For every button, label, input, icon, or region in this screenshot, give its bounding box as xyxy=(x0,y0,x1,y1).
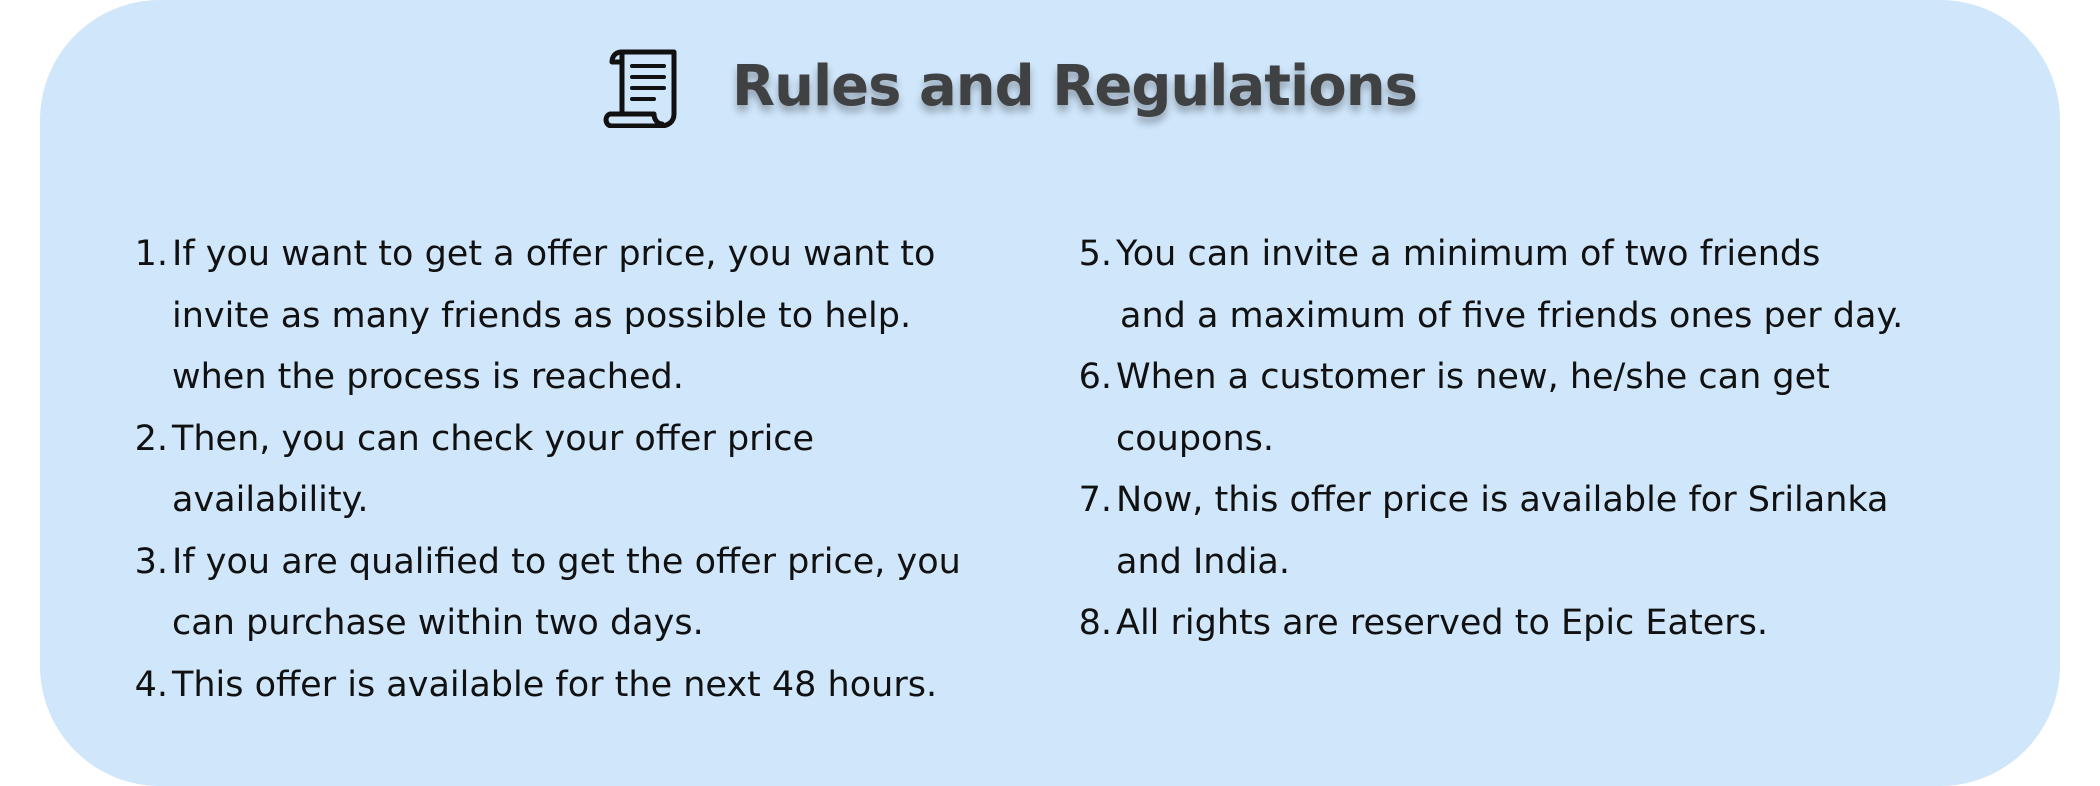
rules-card: Rules and Regulations 1. If you want to … xyxy=(40,0,2060,786)
rule-text-line: When a customer is new, he/she can get xyxy=(1116,357,1830,397)
rule-text-line: If you are qualified to get the offer pr… xyxy=(172,541,961,582)
rule-item-8: 8. All rights are reserved to Epic Eater… xyxy=(1072,593,2032,655)
rule-text-line: can purchase within two days. xyxy=(172,603,704,643)
rule-number: 7. xyxy=(1078,480,1112,520)
rule-text-line: invite as many friends as possible to he… xyxy=(172,295,912,336)
rule-item-7: 7. Now, this offer price is available fo… xyxy=(1072,470,2032,593)
rule-number: 1. xyxy=(134,234,168,274)
rule-item-3: 3. If you are qualified to get the offer… xyxy=(128,532,1028,655)
rule-text-line: All rights are reserved to Epic Eaters. xyxy=(1116,603,1768,643)
rule-text-line: coupons. xyxy=(1116,418,1275,459)
rule-item-2: 2. Then, you can check your offer price … xyxy=(128,409,1028,532)
page-title: Rules and Regulations xyxy=(732,54,1418,119)
rule-item-6: 6. When a customer is new, he/she can ge… xyxy=(1072,347,2032,470)
rule-text-line: and a maximum of five friends ones per d… xyxy=(1120,295,1904,336)
rule-text-line: and India. xyxy=(1116,541,1290,582)
rule-number: 6. xyxy=(1078,357,1112,397)
rule-item-5: 5. You can invite a minimum of two frien… xyxy=(1072,224,2032,347)
rule-text-line: This offer is available for the next 48 … xyxy=(172,664,938,705)
rule-item-1: 1. If you want to get a offer price, you… xyxy=(128,224,1028,409)
rule-text-line: when the process is reached. xyxy=(172,357,684,397)
rule-text-line: Then, you can check your offer price xyxy=(172,418,815,459)
rule-text-line: You can invite a minimum of two friends xyxy=(1116,234,1821,274)
rule-item-4: 4. This offer is available for the next … xyxy=(128,655,1028,717)
rule-text-line: Now, this offer price is available for S… xyxy=(1116,480,1889,520)
rules-list-left: 1. If you want to get a offer price, you… xyxy=(128,224,1028,716)
rule-number: 8. xyxy=(1078,603,1112,643)
rule-text-line: If you want to get a offer price, you wa… xyxy=(172,234,936,274)
rules-list-right: 5. You can invite a minimum of two frien… xyxy=(1072,224,2032,655)
rule-number: 2. xyxy=(134,418,168,459)
rule-number: 3. xyxy=(134,541,168,582)
rule-number: 4. xyxy=(134,664,168,705)
rule-text-line: availability. xyxy=(172,480,369,520)
rule-number: 5. xyxy=(1078,234,1112,274)
scroll-document-icon xyxy=(603,49,677,128)
rules-header: Rules and Regulations xyxy=(40,38,2060,138)
